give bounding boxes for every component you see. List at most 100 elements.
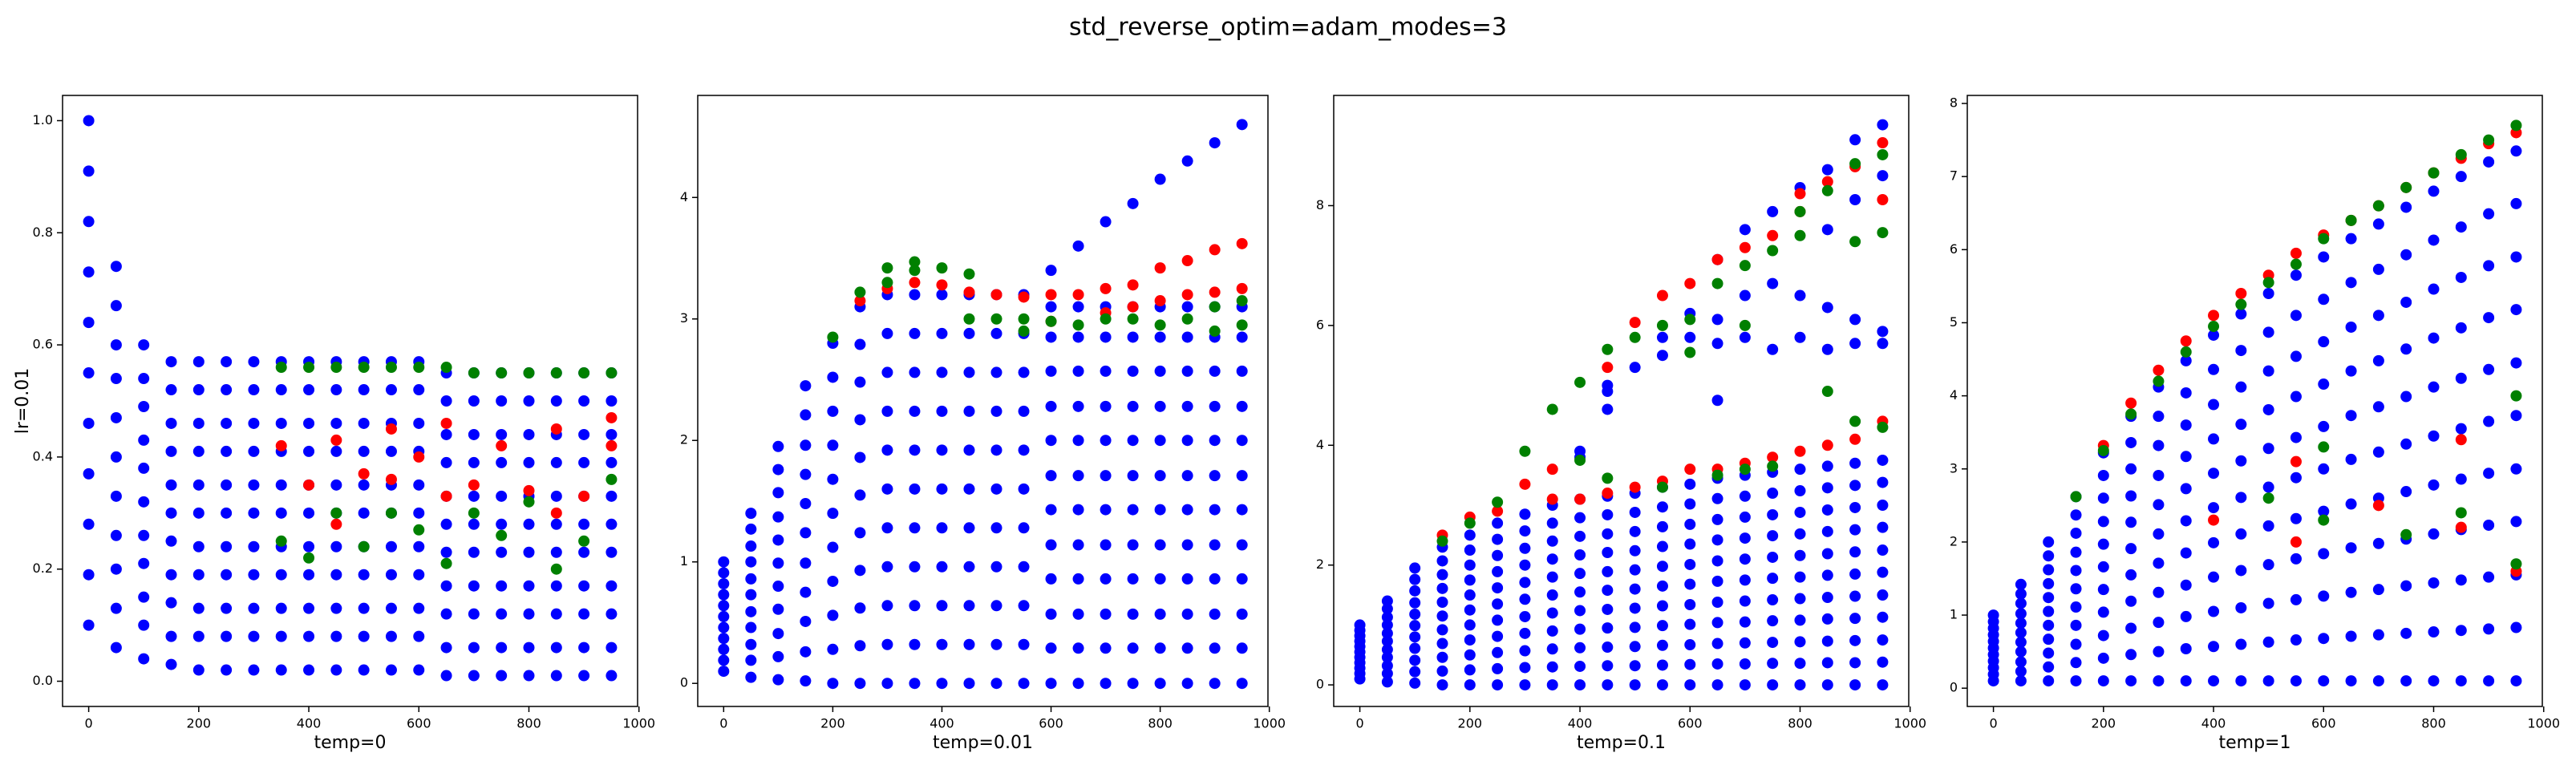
point xyxy=(718,610,730,622)
point xyxy=(827,371,839,383)
point xyxy=(1602,343,1614,355)
point xyxy=(578,428,590,440)
point xyxy=(1236,539,1248,551)
point xyxy=(1436,637,1448,650)
point xyxy=(440,417,452,429)
point xyxy=(1684,679,1696,691)
point xyxy=(2400,181,2412,193)
point xyxy=(358,467,370,480)
point xyxy=(2015,608,2027,620)
point xyxy=(578,535,590,547)
point xyxy=(1656,289,1668,302)
point xyxy=(2125,516,2137,528)
point xyxy=(2372,500,2384,512)
axes-frame xyxy=(1966,95,2543,707)
point xyxy=(1436,651,1448,663)
point xyxy=(2372,629,2384,641)
point xyxy=(881,483,893,495)
x-tick-label: 600 xyxy=(407,716,431,731)
point xyxy=(1127,313,1139,325)
point xyxy=(275,439,287,451)
point xyxy=(1849,679,1861,691)
point xyxy=(1767,205,1779,217)
point xyxy=(1794,593,1806,605)
point xyxy=(330,602,342,614)
point xyxy=(1849,415,1861,427)
point xyxy=(578,580,590,592)
point xyxy=(2262,675,2274,687)
point xyxy=(248,569,260,581)
x-tick-label: 200 xyxy=(187,716,212,731)
point xyxy=(1236,119,1248,131)
point xyxy=(606,439,618,451)
point xyxy=(1821,343,1833,355)
point xyxy=(1409,654,1421,666)
point xyxy=(2153,557,2165,569)
point xyxy=(2153,646,2165,658)
point xyxy=(1181,504,1193,516)
point xyxy=(2483,312,2495,324)
point xyxy=(1209,539,1221,551)
point xyxy=(550,670,562,682)
point xyxy=(2483,260,2495,272)
point xyxy=(1381,660,1393,672)
point xyxy=(2180,354,2192,366)
point xyxy=(1546,589,1558,601)
point xyxy=(110,339,122,351)
point xyxy=(1684,658,1696,670)
point xyxy=(1072,240,1084,252)
panel: 0 200 400 600 800 1000 0 1 2 3 4 temp=0.01 xyxy=(680,95,1286,753)
point xyxy=(1987,609,1999,621)
point xyxy=(909,600,921,612)
panel: 0 200 400 600 800 1000 0 1 2 3 4 5 6 7 8 temp=1 xyxy=(1950,95,2560,753)
point xyxy=(936,678,948,690)
point xyxy=(718,589,730,601)
x-tick-label: 600 xyxy=(1039,716,1063,731)
point xyxy=(1018,291,1030,303)
point xyxy=(1236,331,1248,343)
point xyxy=(1018,325,1030,337)
point xyxy=(1127,365,1139,377)
y-tick-label: 0.8 xyxy=(33,225,53,240)
point xyxy=(1877,634,1889,646)
point xyxy=(909,327,921,339)
point xyxy=(1629,602,1641,614)
point xyxy=(2372,675,2384,687)
point xyxy=(1018,600,1030,612)
point xyxy=(2153,375,2165,387)
point xyxy=(800,439,812,451)
point xyxy=(2510,463,2522,475)
point xyxy=(413,384,425,396)
point xyxy=(2400,438,2412,450)
point xyxy=(1711,314,1723,326)
point xyxy=(1821,635,1833,647)
point xyxy=(165,535,177,547)
point xyxy=(2345,630,2357,642)
point xyxy=(192,384,205,396)
point xyxy=(1154,173,1166,185)
point xyxy=(1877,148,1889,160)
point xyxy=(1209,325,1221,337)
point xyxy=(1629,362,1641,374)
point xyxy=(1794,549,1806,561)
point xyxy=(2372,354,2384,366)
point xyxy=(2262,403,2274,415)
point xyxy=(1154,608,1166,620)
point xyxy=(192,664,205,676)
x-axis-label: temp=0 xyxy=(314,733,387,753)
point xyxy=(854,565,866,577)
point xyxy=(2290,455,2302,467)
point xyxy=(2345,675,2357,687)
point xyxy=(2455,372,2467,384)
point xyxy=(83,367,95,379)
point xyxy=(440,518,452,530)
point xyxy=(1154,365,1166,377)
point xyxy=(1464,517,1476,529)
y-tick-label: 0.6 xyxy=(33,337,53,352)
point xyxy=(413,540,425,552)
point xyxy=(1821,657,1833,669)
point xyxy=(745,605,757,617)
point xyxy=(2070,491,2082,503)
point xyxy=(523,642,535,654)
point xyxy=(1656,659,1668,671)
